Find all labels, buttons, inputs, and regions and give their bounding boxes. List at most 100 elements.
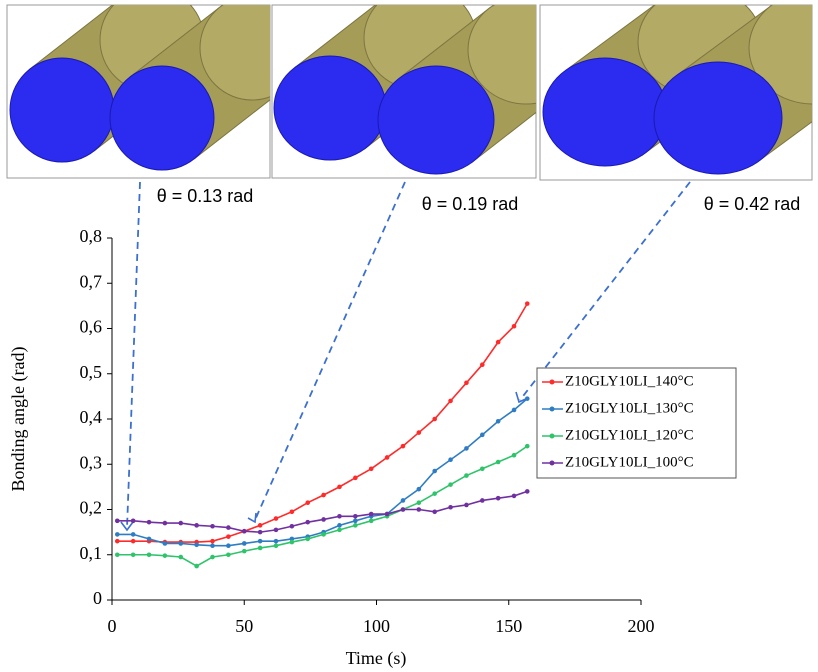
point — [305, 500, 311, 506]
point — [226, 525, 231, 530]
point — [289, 509, 295, 515]
point — [353, 518, 358, 524]
callout-line — [519, 181, 691, 401]
annotation: θ = 0.13 rad — [157, 186, 254, 206]
point — [305, 519, 311, 525]
point — [257, 529, 263, 535]
point — [524, 396, 530, 401]
cylinder-face — [542, 57, 668, 167]
y-tick-label: 0 — [93, 588, 102, 608]
point — [400, 507, 406, 512]
callout-line — [126, 181, 141, 529]
point — [194, 523, 199, 528]
cylinder-back — [199, 5, 270, 101]
point — [480, 466, 485, 472]
point — [241, 541, 247, 546]
point — [273, 527, 279, 533]
cylinder — [377, 5, 536, 175]
y-tick-label: 0,2 — [80, 498, 103, 518]
point — [432, 416, 437, 422]
legend-marker — [549, 460, 555, 466]
point — [495, 459, 501, 465]
point — [210, 523, 215, 529]
legend-label: Z10GLY10LI_120°C — [565, 427, 694, 443]
legend-label: Z10GLY10LI_130°C — [565, 400, 694, 416]
point — [194, 563, 199, 569]
point — [273, 538, 279, 544]
y-tick-label: 0,1 — [80, 543, 103, 563]
y-tick-label: 0,4 — [80, 407, 103, 427]
point — [416, 507, 422, 512]
point — [495, 339, 501, 345]
point — [289, 523, 295, 529]
point — [130, 532, 136, 537]
point — [464, 502, 469, 508]
point — [162, 553, 168, 558]
point — [353, 513, 358, 519]
point — [432, 491, 437, 496]
point — [337, 484, 342, 490]
y-tick-label: 0,6 — [80, 317, 103, 337]
arrow — [247, 512, 257, 524]
legend-label: Z10GLY10LI_100°C — [565, 454, 694, 470]
point — [305, 536, 311, 542]
point — [337, 523, 342, 528]
point — [400, 498, 406, 503]
point — [464, 380, 469, 386]
point — [241, 528, 247, 534]
point — [400, 443, 406, 449]
point — [416, 486, 422, 492]
point — [448, 457, 453, 463]
x-axis-label: Time (s) — [346, 648, 407, 669]
point — [384, 455, 390, 460]
point — [273, 516, 279, 521]
point — [162, 520, 168, 526]
point — [210, 554, 215, 560]
cylinder-face — [653, 61, 783, 175]
y-tick-label: 0,5 — [80, 362, 103, 382]
point — [289, 539, 295, 545]
point — [480, 498, 485, 503]
legend-label: Z10GLY10LI_140°C — [565, 373, 694, 389]
point — [210, 543, 215, 548]
point — [114, 538, 120, 544]
y-tick-label: 0,8 — [80, 226, 103, 246]
point — [480, 362, 485, 368]
x-tick-label: 100 — [363, 616, 390, 636]
legend-marker — [549, 379, 555, 385]
point — [114, 552, 120, 558]
point — [432, 468, 437, 474]
point — [130, 538, 136, 544]
point — [257, 523, 263, 528]
point — [241, 548, 247, 554]
callout-lines — [126, 181, 691, 529]
cylinder-face — [109, 65, 215, 171]
y-tick-label: 0,3 — [80, 452, 103, 472]
point — [495, 495, 501, 501]
callout-line — [254, 181, 406, 521]
point — [257, 538, 263, 544]
point — [511, 452, 517, 458]
point — [130, 518, 136, 524]
point — [178, 554, 184, 560]
point — [289, 536, 295, 542]
point — [353, 475, 358, 481]
point — [511, 323, 517, 329]
point — [321, 517, 326, 522]
point — [146, 552, 152, 558]
point — [114, 518, 120, 524]
point — [464, 473, 469, 478]
x-tick-label: 50 — [235, 616, 253, 636]
legend-marker — [549, 406, 555, 412]
legend-box — [536, 367, 737, 479]
point — [368, 466, 374, 472]
point — [146, 536, 152, 542]
point — [130, 552, 136, 558]
point — [524, 301, 530, 306]
point — [337, 527, 342, 533]
point — [353, 523, 358, 528]
point — [321, 532, 326, 537]
point — [480, 432, 485, 438]
point — [524, 443, 530, 449]
